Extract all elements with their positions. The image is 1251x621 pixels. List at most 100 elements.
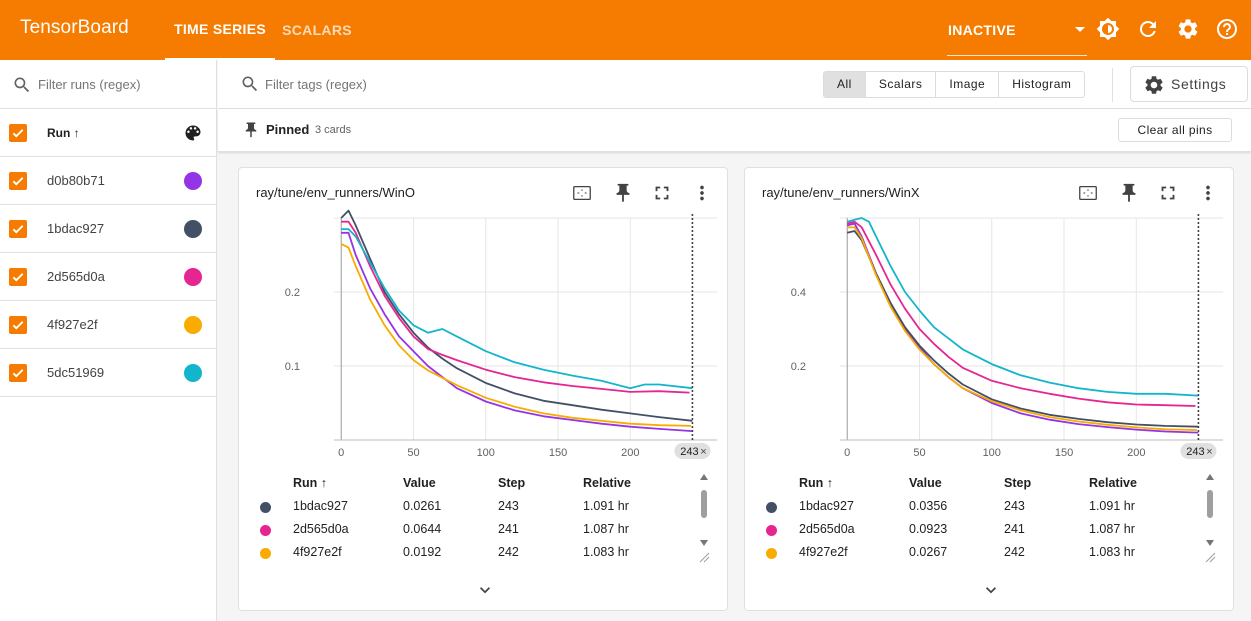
series-line [341,220,690,394]
cell-relative: 1.087 hr [583,522,629,536]
cell-run: 4f927e2f [799,545,848,559]
clear-all-pins-button[interactable]: Clear all pins [1118,118,1232,142]
run-row[interactable]: 5dc51969 [0,349,216,397]
run-color-dot [766,548,777,559]
run-color-swatch[interactable] [184,268,202,286]
run-color-swatch[interactable] [184,316,202,334]
run-color-swatch[interactable] [184,172,202,190]
x-tick-label: 150 [1055,447,1073,459]
tab-scalars[interactable]: SCALARS [282,22,352,38]
more-vert-icon[interactable] [691,182,713,204]
runs-filter [0,60,216,109]
chevron-down-icon[interactable] [475,580,495,600]
cell-value: 0.0192 [403,545,442,559]
toggle-histogram[interactable]: Histogram [1012,77,1072,91]
settings-button[interactable]: Settings [1130,66,1248,102]
cell-value: 0.0923 [909,522,948,536]
card-title: ray/tune/env_runners/WinX [762,185,920,200]
column-header-run[interactable]: Run ↑ [293,476,328,490]
toolbar-divider [1112,68,1113,102]
x-tick-label: 0 [338,447,344,459]
run-row[interactable]: 4f927e2f [0,301,216,349]
select-all-checkbox[interactable] [9,124,27,142]
fit-domain-icon[interactable] [571,182,593,204]
line-chart[interactable]: 0 50 100 150 200 0.1 0.2 243 × [239,208,729,468]
app-title: TensorBoard [20,17,129,38]
series-line [847,226,1198,431]
cell-run: 2d565d0a [799,522,855,536]
column-header-value[interactable]: Value [403,476,436,490]
cell-step: 242 [498,545,519,559]
line-chart[interactable]: 0 50 100 150 200 0.2 0.4 243 × [745,208,1235,468]
tab-time-series[interactable]: TIME SERIES [165,0,275,60]
run-column-header[interactable]: Run ↑ [47,126,80,140]
pin-icon[interactable] [1118,182,1140,204]
table-scrollbar[interactable] [697,468,711,564]
gear-icon[interactable] [1176,17,1200,41]
gear-icon [1145,76,1163,94]
chevron-down-icon[interactable] [981,580,1001,600]
run-checkbox[interactable] [9,364,27,382]
cell-run: 2d565d0a [293,522,349,536]
table-scrollbar[interactable] [1203,468,1217,564]
column-header-step[interactable]: Step [498,476,526,490]
settings-label: Settings [1171,76,1227,92]
run-checkbox[interactable] [9,316,27,334]
column-header-relative[interactable]: Relative [583,476,631,490]
run-row[interactable]: d0b80b71 [0,157,216,205]
step-marker-label: 243 [1186,446,1204,458]
help-icon[interactable] [1215,17,1239,41]
search-icon [242,76,258,92]
cell-relative: 1.087 hr [1089,522,1135,536]
x-tick-label: 150 [549,447,567,459]
fullscreen-icon[interactable] [651,182,673,204]
run-checkbox[interactable] [9,220,27,238]
inactive-select-value: INACTIVE [948,22,1016,38]
run-color-swatch[interactable] [184,364,202,382]
run-row[interactable]: 1bdac927 [0,205,216,253]
series-line [340,209,693,422]
toggle-image[interactable]: Image [936,72,1000,97]
step-marker-label: 243 [680,446,698,458]
cell-value: 0.0267 [909,545,948,559]
toggle-scalars[interactable]: Scalars [866,72,937,97]
cell-run: 1bdac927 [799,499,854,513]
pinned-title: Pinned [266,122,310,137]
run-row[interactable]: 2d565d0a [0,253,216,301]
series-line [846,230,1199,428]
column-header-relative[interactable]: Relative [1089,476,1137,490]
fit-domain-icon[interactable] [1077,182,1099,204]
data-table: Run ↑ Value Step Relative 1bdac927 0.0356 243 1… [745,468,1235,570]
inactive-plugin-select[interactable]: INACTIVE [947,12,1087,56]
refresh-icon[interactable] [1136,17,1160,41]
cell-step: 242 [1004,545,1025,559]
x-tick-label: 100 [477,447,495,459]
y-tick-label: 0.2 [285,287,300,299]
run-name: 5dc51969 [47,365,105,380]
run-checkbox[interactable] [9,172,27,190]
cell-step: 241 [1004,522,1025,536]
run-color-dot [260,548,271,559]
runs-filter-input[interactable] [38,72,208,96]
cell-run: 1bdac927 [293,499,348,513]
brightness-icon[interactable] [1096,17,1120,41]
search-icon [14,77,30,93]
series-line [340,243,692,427]
column-header-value[interactable]: Value [909,476,942,490]
run-color-swatch[interactable] [184,220,202,238]
run-color-dot [260,502,271,513]
toggle-all[interactable]: All [824,72,866,97]
run-checkbox[interactable] [9,268,27,286]
more-vert-icon[interactable] [1197,182,1219,204]
column-header-step[interactable]: Step [1004,476,1032,490]
palette-icon[interactable] [183,123,203,143]
tags-filter-input[interactable] [265,72,565,96]
pin-icon [245,122,257,138]
pin-icon[interactable] [612,182,634,204]
y-tick-label: 0.1 [285,361,300,373]
fullscreen-icon[interactable] [1157,182,1179,204]
run-color-dot [766,502,777,513]
x-tick-label: 200 [621,447,639,459]
column-header-run[interactable]: Run ↑ [799,476,834,490]
y-tick-label: 0.4 [791,287,806,299]
